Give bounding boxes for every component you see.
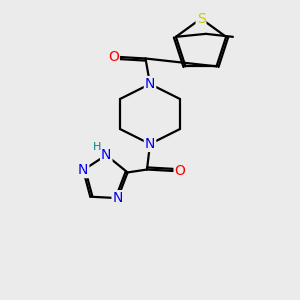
Text: H: H: [92, 142, 101, 152]
Text: O: O: [108, 50, 119, 64]
Text: N: N: [78, 163, 88, 177]
Text: N: N: [112, 191, 123, 205]
Text: N: N: [101, 148, 111, 162]
Text: N: N: [145, 137, 155, 151]
Text: N: N: [145, 77, 155, 91]
Text: S: S: [196, 12, 206, 26]
Text: O: O: [175, 164, 185, 178]
